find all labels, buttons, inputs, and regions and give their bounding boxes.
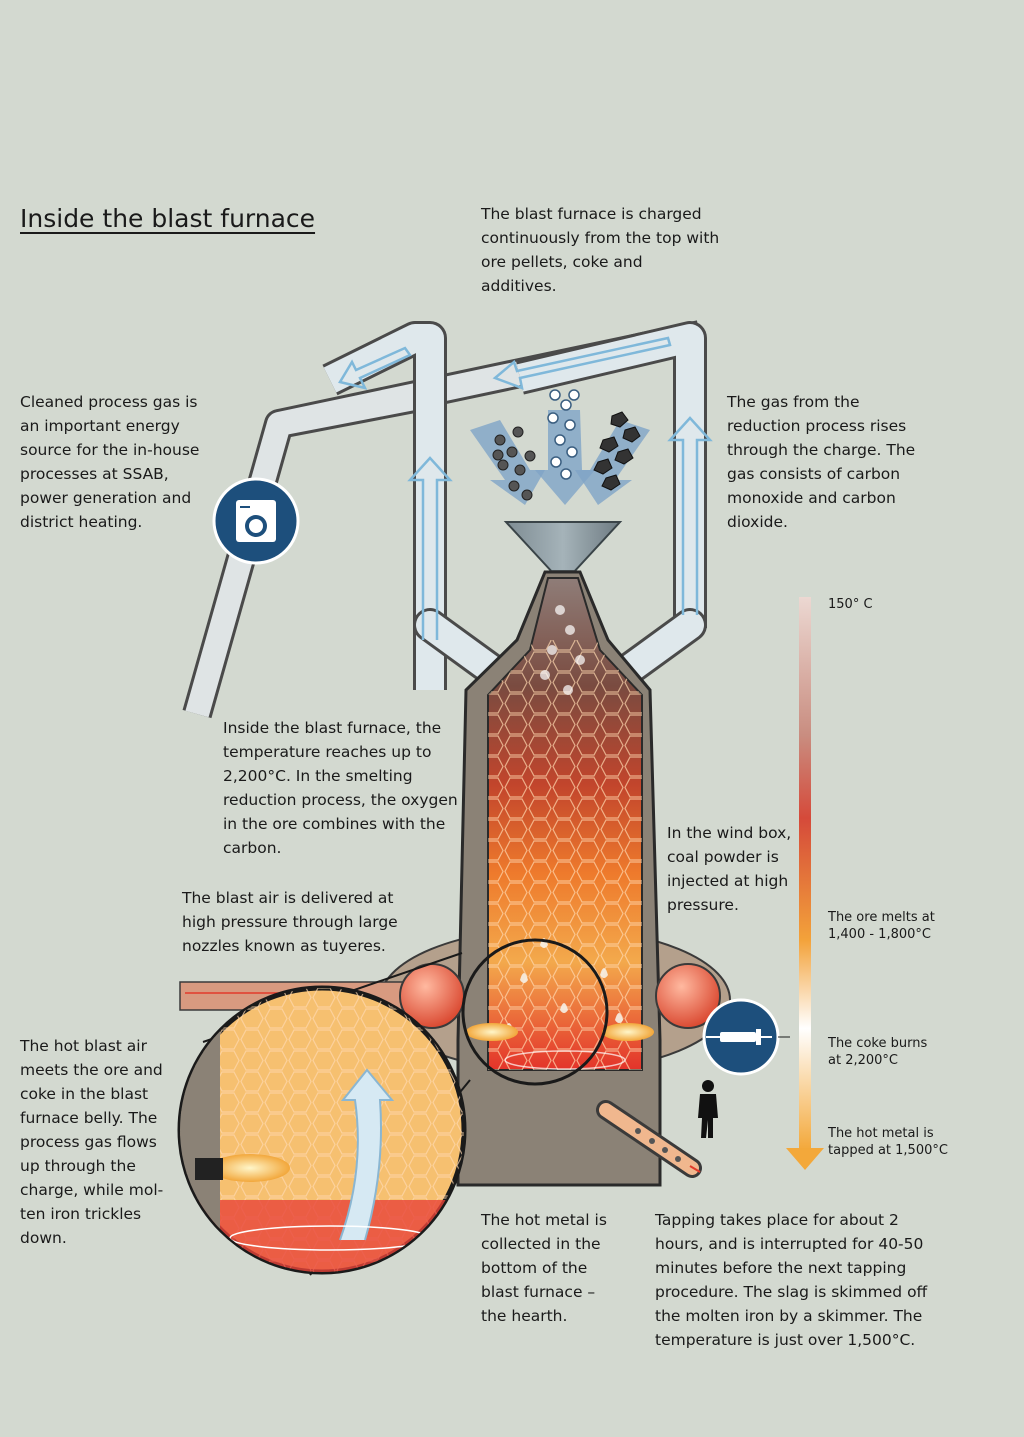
scale-label-coke-burns: The coke burns at 2,200°C — [828, 1036, 928, 1068]
zoom-callout — [177, 938, 609, 1276]
tuyere-left — [399, 963, 518, 1041]
injection-syringe-icon — [702, 998, 790, 1076]
charging-note: The blast furnace is charged continuousl… — [481, 205, 720, 295]
blast-air-note: The blast air is delivered at high press… — [182, 889, 398, 955]
gas-rises-note: The gas from the reduction process rises… — [727, 393, 916, 531]
scale-label-hot-metal: The hot metal is tapped at 1,500°C — [828, 1126, 948, 1158]
wind-box-note: In the wind box, coal powder is injected… — [667, 824, 792, 914]
tapping-hole — [596, 1100, 702, 1178]
scale-label-ore-melts: The ore melts at 1,400 - 1,800°C — [828, 910, 935, 942]
page-title: Inside the blast furnace — [20, 204, 316, 233]
tuyere-right — [602, 963, 721, 1041]
scale-label-top: 150° C — [828, 597, 873, 612]
charge-materials — [470, 389, 650, 505]
tapping-note: Tapping takes place for about 2 hours, a… — [655, 1211, 928, 1349]
person-silhouette-icon — [698, 1080, 718, 1138]
temperature-scale — [786, 597, 824, 1170]
charging-hopper — [503, 521, 623, 578]
temperature-note: Inside the blast furnace, the temperatur… — [223, 719, 458, 857]
washing-machine-icon — [212, 477, 300, 565]
hearth-note: The hot metal is collected in the bottom… — [481, 1211, 607, 1325]
cleaned-gas-note: Cleaned process gas is an important ener… — [20, 393, 200, 531]
hot-blast-note: The hot blast air meets the ore and coke… — [20, 1037, 164, 1247]
